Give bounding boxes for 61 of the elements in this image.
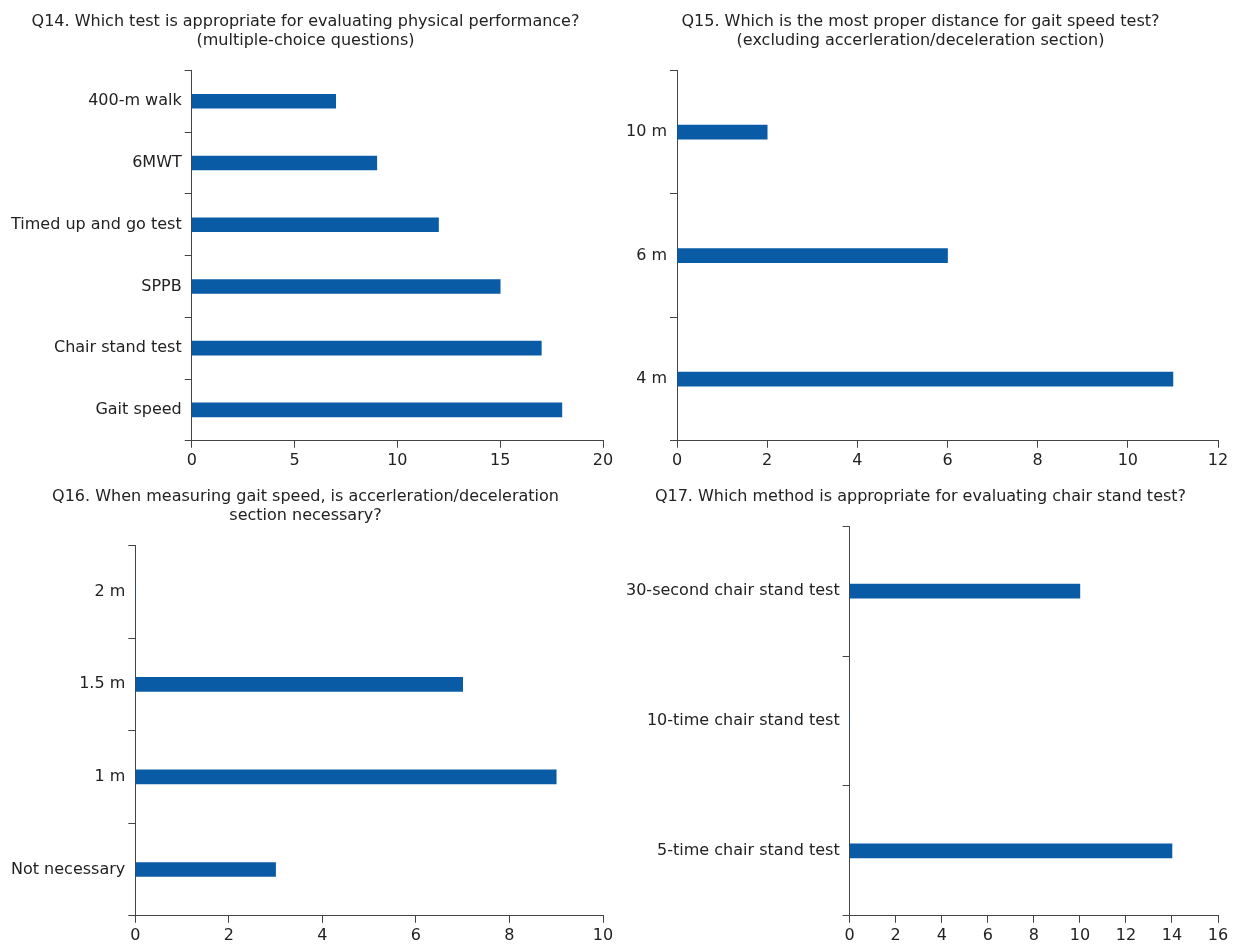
chart-title: Q16. When measuring gait speed, is accerleration/deceleration section necessary? — [52, 485, 559, 524]
x-tick-label: 20 — [592, 449, 614, 469]
x-tick-label: 0 — [186, 449, 197, 469]
x-tick-label: 10 — [1069, 924, 1091, 944]
chart-title: Q14. Which test is appropriate for evaluating physical performance? (multiple-choice questions) — [31, 10, 580, 49]
y-tick-label: Gait speed — [95, 399, 182, 419]
y-tick-label: Not necessary — [11, 858, 126, 878]
x-tick-label: 6 — [410, 924, 421, 944]
y-tick-label: Chair stand test — [53, 337, 182, 357]
y-tick-label: 5-time chair stand test — [657, 840, 840, 860]
x-tick-label: 10 — [1117, 449, 1139, 469]
y-tick-label: 1 m — [94, 766, 126, 786]
bar — [849, 843, 1173, 859]
bar — [849, 583, 1081, 599]
y-tick-label: 2 m — [94, 580, 126, 600]
bar — [191, 340, 542, 356]
bar — [677, 124, 768, 140]
y-tick-label: 6MWT — [132, 152, 182, 172]
bar — [191, 279, 501, 294]
bar — [677, 371, 1174, 387]
y-tick-label: 30-second chair stand test — [626, 580, 840, 600]
x-tick-label: 2 — [223, 924, 234, 944]
x-tick-label: 14 — [1161, 924, 1183, 944]
x-tick-label: 6 — [982, 924, 993, 944]
x-tick-label: 8 — [1032, 449, 1043, 469]
y-tick-label: 6 m — [636, 244, 668, 264]
bar — [135, 769, 557, 785]
x-tick-label: 2 — [890, 924, 901, 944]
x-tick-label: 0 — [844, 924, 855, 944]
bar — [191, 217, 439, 233]
x-tick-label: 5 — [289, 449, 300, 469]
y-tick-label: Timed up and go test — [9, 213, 182, 233]
x-tick-label: 12 — [1115, 924, 1137, 944]
bar — [191, 402, 563, 418]
x-tick-label: 15 — [490, 449, 511, 469]
chart-title: Q15. Which is the most proper distance for gait speed test? (excluding accerleration/deceleration section) — [681, 10, 1160, 49]
x-tick-label: 2 — [762, 449, 773, 469]
x-tick-label: 4 — [317, 924, 328, 944]
y-tick-label: 1.5 m — [79, 673, 126, 693]
y-tick-label: 400-m walk — [88, 90, 183, 110]
x-tick-label: 0 — [671, 449, 683, 469]
x-tick-label: 4 — [852, 449, 863, 469]
x-tick-label: 8 — [504, 924, 515, 944]
x-tick-label: 6 — [942, 449, 953, 469]
bar — [135, 862, 276, 877]
x-tick-label: 8 — [1028, 924, 1039, 944]
bar — [135, 676, 464, 692]
y-tick-label: SPPB — [141, 275, 182, 295]
x-tick-label: 10 — [592, 924, 614, 944]
y-tick-label: 10-time chair stand test — [646, 710, 840, 730]
bar — [191, 93, 336, 109]
chart-title: Q17. Which method is appropriate for evaluating chair stand test? — [654, 485, 1187, 505]
x-tick-label: 16 — [1207, 924, 1229, 944]
bar — [677, 248, 948, 263]
x-tick-label: 4 — [936, 924, 947, 944]
x-tick-label: 12 — [1207, 449, 1229, 469]
bar — [191, 155, 378, 171]
y-tick-label: 10 m — [626, 121, 668, 141]
x-tick-label: 0 — [130, 924, 141, 944]
x-tick-label: 10 — [387, 449, 408, 469]
y-tick-label: 4 m — [636, 368, 668, 388]
